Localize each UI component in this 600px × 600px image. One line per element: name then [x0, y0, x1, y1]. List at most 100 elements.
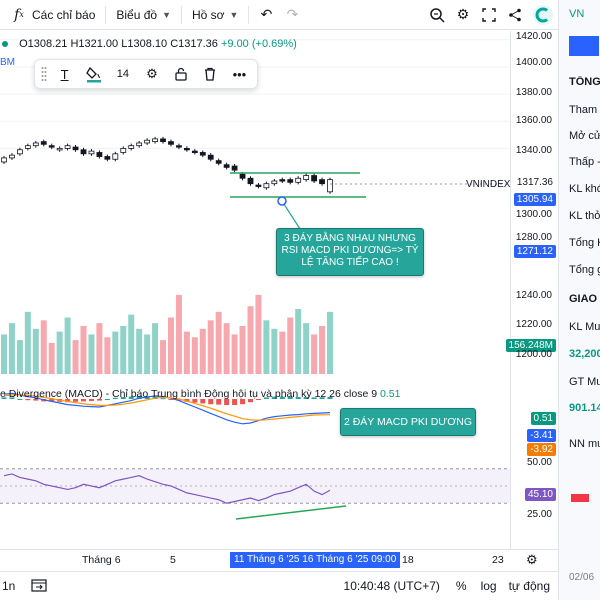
close-value: C1317.36: [170, 38, 218, 50]
interval-button[interactable]: 1n: [2, 579, 16, 593]
macd-histogram-bar: [81, 399, 87, 402]
macd-histogram-bar: [295, 397, 301, 399]
panel-row: 901.14: [569, 402, 600, 414]
candle-body: [231, 165, 238, 171]
price-axis[interactable]: 1420.00 1400.00 1380.00 1360.00 1340.00 …: [505, 31, 558, 570]
candle-body: [215, 160, 222, 164]
selected-time-range: 11 Tháng 6 '25 16 Tháng 6 '25 09:00: [230, 552, 401, 568]
macd-histogram-bar: [303, 397, 309, 399]
macd-histogram-bar: [232, 399, 238, 405]
indicators-label: Các chỉ báo: [32, 7, 96, 22]
text-icon[interactable]: T: [60, 66, 69, 82]
volume-bar: [56, 331, 63, 374]
volume-bar: [1, 334, 7, 374]
profile-label: Hồ sơ: [192, 7, 225, 22]
volume-bar: [223, 323, 230, 374]
candle-body: [271, 180, 278, 185]
clock-readout[interactable]: 10:40:48 (UTC+7): [343, 579, 440, 593]
chevron-down-icon: ▼: [229, 9, 239, 20]
right-panel: VN TỔNG Tham c Mở cử Thấp - KL khớ KL th…: [558, 0, 600, 600]
fullscreen-icon[interactable]: [476, 2, 502, 28]
candle-body: [56, 147, 63, 151]
panel-row: KL khớ: [569, 183, 600, 195]
volume-bar: [167, 317, 174, 374]
axis-tick: 1420.00: [515, 31, 552, 42]
volume-bar: [144, 334, 151, 374]
divider: [248, 5, 250, 24]
chart-type-button[interactable]: Biểu đồ ▼: [110, 0, 177, 30]
volume-bar: [191, 337, 198, 374]
chart-canvas[interactable]: [0, 31, 510, 570]
panel-row: KL Mu: [569, 321, 600, 333]
redo-icon[interactable]: ↷: [286, 6, 299, 22]
macd-histogram-bar: [279, 396, 285, 399]
percent-toggle[interactable]: %: [455, 579, 467, 593]
drawing-toolbar: T 14 ⚙ •••: [34, 59, 258, 89]
volume-bar: [80, 325, 87, 374]
annotation-callout[interactable]: 2 ĐÁY MACD PKI DƯƠNG: [340, 408, 476, 436]
volume-tag: 156.248M: [505, 339, 556, 352]
macd-histogram-bar: [255, 399, 261, 400]
candle-body: [144, 139, 151, 144]
chevron-down-icon: ▼: [162, 9, 171, 20]
panel-row: NN mu: [569, 438, 600, 450]
macd-histogram-bar: [96, 399, 102, 401]
auto-scale-toggle[interactable]: tự động: [508, 579, 550, 593]
time-axis[interactable]: Tháng 6 5 11 Tháng 6 '25 16 Tháng 6 '25 …: [0, 549, 558, 570]
panel-tab[interactable]: VN: [559, 8, 600, 32]
volume-bar: [128, 314, 135, 374]
open-value: O1308.21: [19, 38, 68, 50]
bm-label: BM: [0, 57, 15, 68]
drag-handle-icon[interactable]: [41, 66, 47, 82]
candle-body: [9, 154, 15, 159]
panel-row: GIAO: [569, 293, 598, 305]
settings-gear-icon[interactable]: ⚙: [146, 66, 158, 81]
candle-body: [303, 175, 310, 181]
signal-line-tag: -3.92: [527, 443, 556, 456]
calendar-range-icon[interactable]: [31, 578, 47, 595]
axis-tick: 1340.00: [515, 145, 552, 156]
candle-body: [255, 184, 262, 187]
volume-bar: [199, 328, 206, 374]
macd-histogram-bar: [224, 399, 230, 405]
zoom-search-icon[interactable]: [424, 2, 450, 28]
candle-body: [287, 179, 294, 183]
logo-icon[interactable]: [528, 2, 558, 28]
gear-icon[interactable]: ⚙: [456, 6, 470, 22]
last-price-tag: 1317.36: [513, 176, 556, 189]
unlock-icon[interactable]: [170, 63, 193, 85]
volume-bar: [32, 328, 39, 374]
settings-gear-icon[interactable]: ⚙: [526, 552, 538, 567]
candle-body: [1, 157, 7, 163]
annotation-callout[interactable]: 3 ĐÁY BẰNG NHAU NHƯNG RSI MACD PKI DƯƠNG…: [276, 228, 424, 276]
status-bar: 1n 10:40:48 (UTC+7) % log tự động: [0, 571, 558, 600]
undo-icon[interactable]: ↶: [260, 6, 273, 22]
candle-body: [191, 150, 198, 154]
font-size-value[interactable]: 14: [116, 68, 129, 80]
candle-body: [327, 179, 333, 193]
more-icon[interactable]: •••: [232, 66, 247, 82]
profile-button[interactable]: Hồ sơ ▼: [186, 0, 244, 30]
volume-bar: [48, 342, 55, 374]
trash-icon[interactable]: [199, 63, 222, 85]
volume-bar: [279, 331, 286, 374]
candle-body: [199, 152, 206, 156]
panel-row: Tham c: [569, 104, 600, 116]
panel-bar: [571, 494, 589, 502]
candle-body: [120, 147, 127, 153]
volume-bar: [120, 325, 127, 374]
panel-row: KL thỏ: [569, 210, 600, 222]
volume-bar: [263, 320, 270, 374]
panel-button[interactable]: [569, 36, 599, 56]
macd-histogram-bar: [17, 399, 23, 400]
share-icon[interactable]: [502, 2, 528, 28]
signal-line: [3, 394, 331, 421]
fill-color-icon[interactable]: [82, 63, 105, 85]
candle-body: [223, 164, 230, 168]
candle-body: [40, 141, 47, 145]
candle-body: [279, 179, 286, 182]
panel-row: Thấp -: [569, 156, 600, 168]
log-toggle[interactable]: log: [480, 579, 497, 593]
